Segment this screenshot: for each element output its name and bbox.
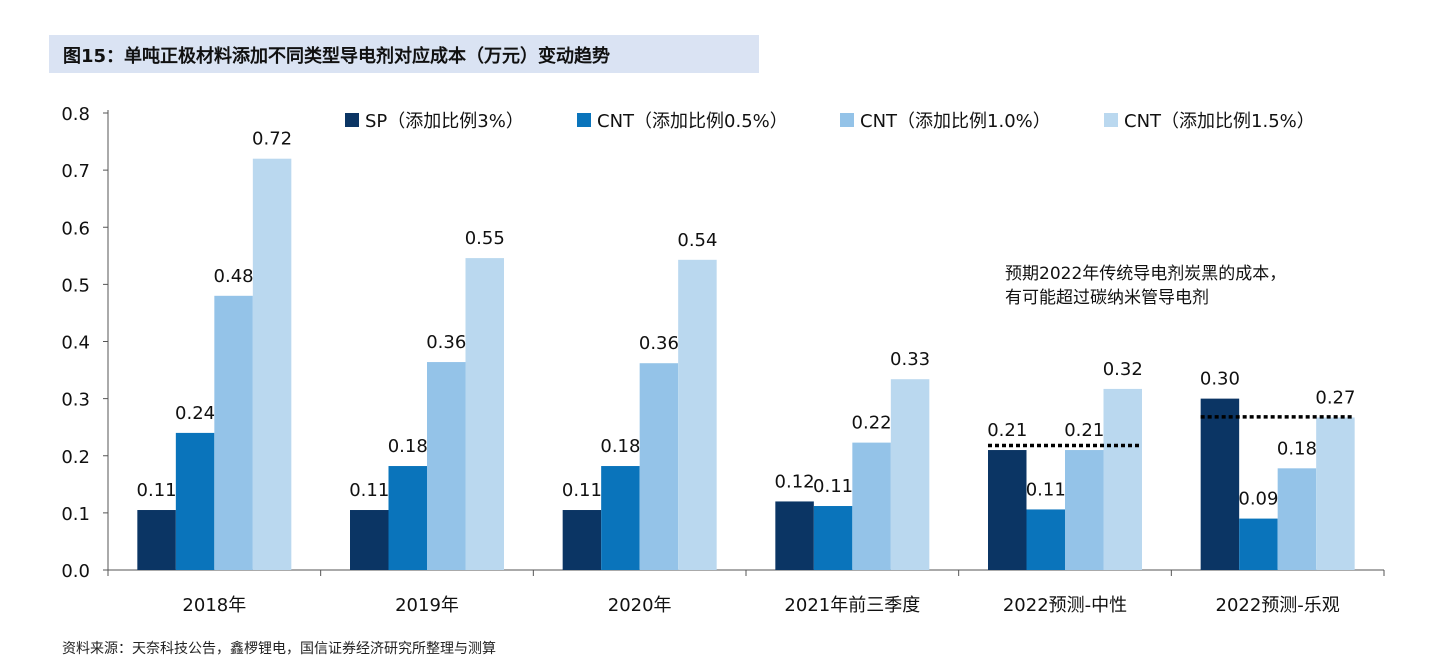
y-tick-label: 0.3 [61, 390, 90, 411]
bar [1277, 468, 1317, 570]
data-label: 0.21 [1064, 420, 1104, 441]
y-tick-label: 0.5 [61, 275, 90, 296]
bar [890, 379, 930, 570]
bar [214, 295, 253, 570]
data-label: 0.33 [890, 349, 930, 370]
data-label: 0.48 [214, 266, 254, 287]
y-tick-label: 0.0 [61, 561, 90, 582]
data-label: 0.36 [426, 332, 466, 353]
bar [813, 506, 853, 570]
bar [1239, 518, 1278, 570]
bar [562, 510, 602, 570]
y-tick-label: 0.8 [61, 104, 90, 125]
y-tick-label: 0.2 [61, 447, 90, 468]
bar [388, 466, 427, 570]
data-label: 0.72 [252, 129, 292, 150]
legend-swatch [840, 113, 854, 127]
bar [852, 442, 891, 570]
legend-label: SP（添加比例3%） [365, 111, 524, 132]
data-label: 0.32 [1103, 359, 1143, 380]
y-tick-label: 0.4 [61, 333, 90, 354]
legend-label: CNT（添加比例1.5%） [1124, 111, 1315, 132]
data-label: 0.09 [1238, 489, 1278, 510]
bar [427, 362, 466, 570]
data-label: 0.18 [388, 436, 428, 457]
bar [1065, 450, 1104, 570]
data-label: 0.18 [600, 436, 640, 457]
bar [137, 510, 176, 570]
annotation-line-1: 预期2022年传统导电剂炭黑的成本， [1005, 264, 1287, 284]
data-label: 0.24 [175, 403, 215, 424]
annotation-line-2: 有可能超过碳纳米管导电剂 [1005, 288, 1209, 308]
x-tick-label: 2019年 [395, 595, 459, 616]
bar [678, 259, 717, 570]
data-label: 0.30 [1200, 369, 1240, 390]
bar [988, 450, 1027, 570]
data-label: 0.11 [1026, 479, 1066, 500]
data-label: 0.22 [852, 413, 892, 434]
data-label: 0.18 [1277, 438, 1317, 459]
chart-title: 图15：单吨正极材料添加不同类型导电剂对应成本（万元）变动趋势 [63, 46, 611, 67]
legend-swatch [345, 113, 359, 127]
x-tick-label: 2020年 [608, 595, 672, 616]
data-label: 0.11 [349, 480, 389, 501]
bar [775, 501, 814, 570]
data-label: 0.12 [775, 471, 815, 492]
bar [1316, 417, 1355, 570]
x-tick-label: 2021年前三季度 [784, 595, 920, 616]
data-label: 0.11 [562, 480, 602, 501]
bar [465, 258, 504, 570]
bar [1200, 398, 1240, 570]
legend-swatch [1104, 113, 1118, 127]
data-label: 0.11 [137, 480, 177, 501]
data-label: 0.21 [987, 420, 1027, 441]
y-tick-label: 0.7 [61, 161, 90, 182]
x-tick-label: 2022预测-中性 [1003, 595, 1127, 616]
annotation: 预期2022年传统导电剂炭黑的成本， 有可能超过碳纳米管导电剂 [1005, 262, 1286, 310]
legend-swatch [577, 113, 591, 127]
y-tick-label: 0.1 [61, 504, 90, 525]
legend-label: CNT（添加比例1.0%） [860, 111, 1051, 132]
data-label: 0.54 [677, 230, 717, 251]
bar [1026, 509, 1065, 570]
bar [252, 158, 292, 570]
source-note: 资料来源：天奈科技公告，鑫椤锂电，国信证券经济研究所整理与测算 [62, 641, 496, 657]
bar [601, 466, 640, 570]
y-tick-label: 0.6 [61, 218, 90, 239]
x-tick-label: 2022预测-乐观 [1216, 595, 1340, 616]
data-label: 0.11 [813, 476, 853, 497]
title-bar: 图15：单吨正极材料添加不同类型导电剂对应成本（万元）变动趋势 [49, 35, 759, 73]
bar [175, 432, 215, 570]
bar [1103, 388, 1142, 570]
legend-label: CNT（添加比例0.5%） [597, 111, 788, 132]
x-tick-label: 2018年 [182, 595, 246, 616]
bar [639, 363, 679, 570]
data-label: 0.27 [1315, 387, 1355, 408]
bar [350, 510, 389, 570]
data-label: 0.55 [465, 228, 505, 249]
data-label: 0.36 [639, 333, 679, 354]
